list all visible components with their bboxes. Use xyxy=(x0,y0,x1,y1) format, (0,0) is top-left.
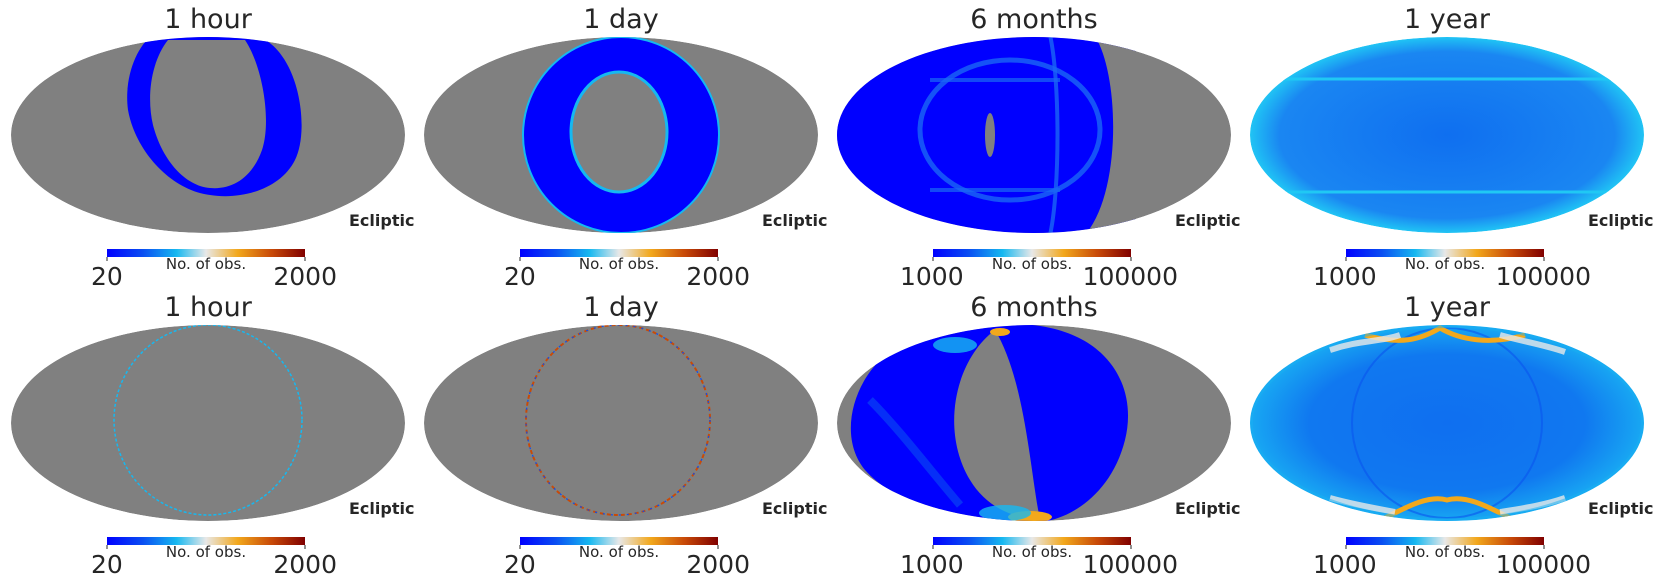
colorbar-max: 2000 xyxy=(273,262,337,291)
panel-4: 1 year Ecliptic No. of obs. 1000 100000 xyxy=(1250,4,1653,291)
colorbar-max: 100000 xyxy=(1083,550,1178,579)
colorbar-max: 2000 xyxy=(686,262,750,291)
colorbar-label: No. of obs. xyxy=(579,543,659,561)
colorbar-max: 2000 xyxy=(273,550,337,579)
colorbar-label: No. of obs. xyxy=(579,255,659,273)
panel-title: 6 months xyxy=(970,4,1097,35)
colorbar: No. of obs. 20 2000 xyxy=(91,537,337,579)
coord-label: Ecliptic xyxy=(762,499,827,518)
panel-3: 6 months Ecliptic No. of obs. 1000 10000… xyxy=(837,4,1240,291)
panel-title: 1 year xyxy=(1404,292,1491,323)
colorbar: No. of obs. 1000 100000 xyxy=(900,537,1178,579)
panel-6: 1 day Ecliptic No. of obs. 20 2000 xyxy=(424,292,827,579)
sky-map xyxy=(837,325,1231,521)
coord-label: Ecliptic xyxy=(349,211,414,230)
panel-7: 6 months Ecliptic No. of obs. 1000 10000… xyxy=(837,292,1240,579)
panel-title: 6 months xyxy=(970,292,1097,323)
panel-title: 1 hour xyxy=(164,292,253,323)
coord-label: Ecliptic xyxy=(1588,211,1653,230)
coord-label: Ecliptic xyxy=(1588,499,1653,518)
colorbar-max: 2000 xyxy=(686,550,750,579)
colorbar-label: No. of obs. xyxy=(166,543,246,561)
coord-label: Ecliptic xyxy=(762,211,827,230)
sky-map xyxy=(11,325,405,521)
panel-1: 1 hour Ecliptic No. of obs. 20 2000 xyxy=(11,4,414,291)
colorbar-max: 100000 xyxy=(1496,262,1591,291)
colorbar: No. of obs. 1000 100000 xyxy=(1313,249,1591,291)
colorbar-min: 20 xyxy=(91,550,123,579)
colorbar: No. of obs. 20 2000 xyxy=(504,249,750,291)
panel-2: 1 day Ecliptic No. of obs. 20 2000 xyxy=(424,4,827,291)
colorbar-label: No. of obs. xyxy=(1405,255,1485,273)
colorbar-min: 20 xyxy=(91,262,123,291)
colorbar-min: 20 xyxy=(504,550,536,579)
panel-title: 1 year xyxy=(1404,4,1491,35)
panel-title: 1 hour xyxy=(164,4,253,35)
colorbar-min: 1000 xyxy=(1313,262,1377,291)
colorbar-max: 100000 xyxy=(1496,550,1591,579)
sky-map xyxy=(11,37,405,233)
colorbar: No. of obs. 1000 100000 xyxy=(1313,537,1591,579)
colorbar: No. of obs. 1000 100000 xyxy=(900,249,1178,291)
panel-title: 1 day xyxy=(583,292,658,323)
panel-title: 1 day xyxy=(583,4,658,35)
colorbar-min: 1000 xyxy=(900,262,964,291)
coord-label: Ecliptic xyxy=(1175,211,1240,230)
colorbar-label: No. of obs. xyxy=(992,255,1072,273)
colorbar-min: 1000 xyxy=(900,550,964,579)
colorbar-label: No. of obs. xyxy=(992,543,1072,561)
sky-map xyxy=(424,325,818,521)
sky-map xyxy=(1250,325,1644,521)
colorbar-label: No. of obs. xyxy=(166,255,246,273)
colorbar-max: 100000 xyxy=(1083,262,1178,291)
colorbar-min: 1000 xyxy=(1313,550,1377,579)
panel-5: 1 hour Ecliptic No. of obs. 20 2000 xyxy=(11,292,414,579)
sky-map xyxy=(424,37,818,233)
colorbar: No. of obs. 20 2000 xyxy=(504,537,750,579)
colorbar: No. of obs. 20 2000 xyxy=(91,249,337,291)
panel-8: 1 year Ecliptic No. of obs. 1000 100000 xyxy=(1250,292,1653,579)
coord-label: Ecliptic xyxy=(1175,499,1240,518)
colorbar-min: 20 xyxy=(504,262,536,291)
sky-map xyxy=(837,37,1231,233)
coord-label: Ecliptic xyxy=(349,499,414,518)
sky-map xyxy=(1250,37,1644,233)
colorbar-label: No. of obs. xyxy=(1405,543,1485,561)
